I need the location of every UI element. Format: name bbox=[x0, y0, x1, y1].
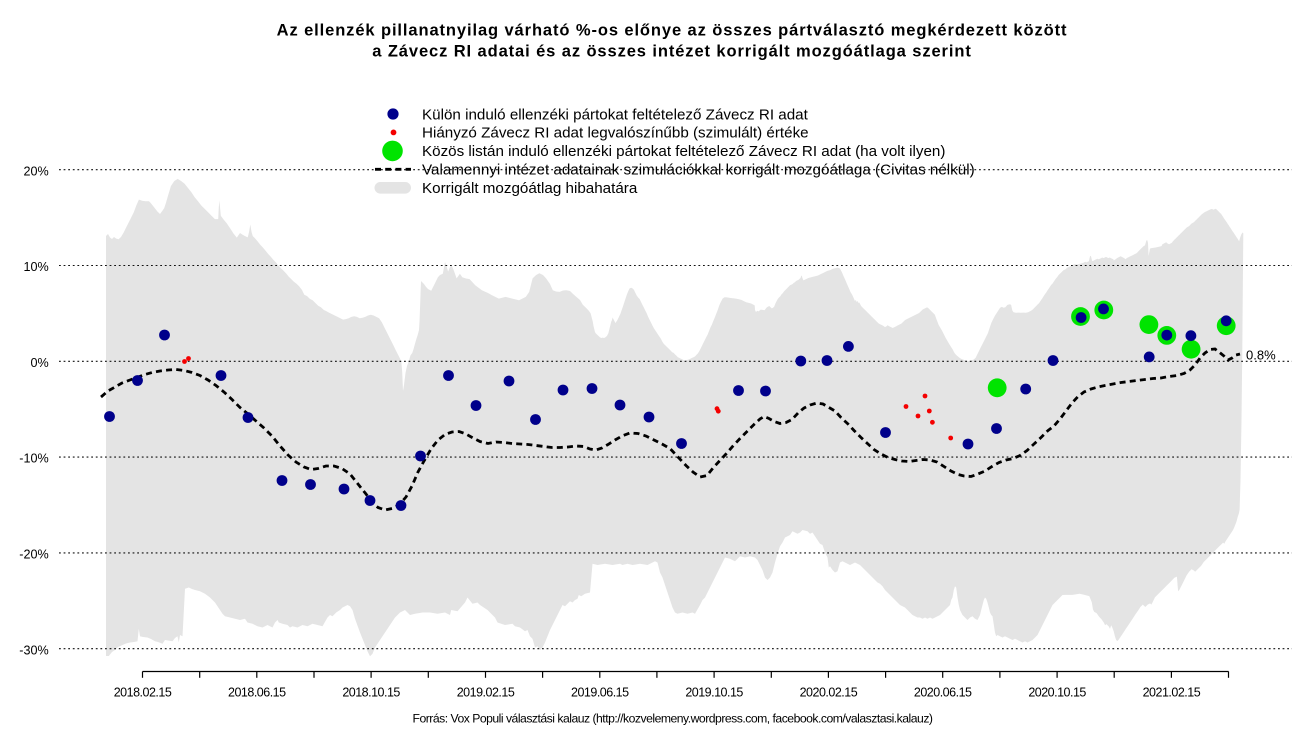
svg-text:a Závecz RI adatai és az össze: a Závecz RI adatai és az összes intézet … bbox=[372, 43, 971, 61]
svg-text:2020.10.15: 2020.10.15 bbox=[1028, 686, 1086, 700]
svg-text:-10%: -10% bbox=[19, 452, 48, 466]
svg-text:2020.02.15: 2020.02.15 bbox=[800, 686, 858, 700]
svg-text:Közös listán induló ellenzéki: Közös listán induló ellenzéki pártokat f… bbox=[422, 143, 945, 160]
svg-text:-20%: -20% bbox=[19, 548, 48, 562]
svg-text:-30%: -30% bbox=[19, 643, 48, 657]
svg-text:0.8%: 0.8% bbox=[1246, 348, 1276, 363]
svg-text:Az ellenzék pillanatnyilag vár: Az ellenzék pillanatnyilag várható %-os … bbox=[277, 22, 1068, 40]
svg-text:2018.02.15: 2018.02.15 bbox=[114, 686, 172, 700]
svg-text:Valamennyi intézet adatainak s: Valamennyi intézet adatainak szimulációk… bbox=[422, 162, 975, 179]
svg-text:2020.06.15: 2020.06.15 bbox=[914, 686, 972, 700]
svg-text:Korrigált mozgóátlag hibahatár: Korrigált mozgóátlag hibahatára bbox=[422, 180, 638, 197]
svg-text:10%: 10% bbox=[23, 260, 48, 274]
svg-text:20%: 20% bbox=[23, 164, 48, 178]
svg-text:Hiányzó Závecz RI adat legvaló: Hiányzó Závecz RI adat legvalószínűbb (s… bbox=[422, 125, 809, 142]
svg-text:Külön induló ellenzéki pártoka: Külön induló ellenzéki pártokat feltétel… bbox=[422, 106, 809, 123]
svg-text:2018.06.15: 2018.06.15 bbox=[228, 686, 286, 700]
svg-text:0%: 0% bbox=[30, 356, 48, 370]
svg-text:2019.10.15: 2019.10.15 bbox=[685, 686, 743, 700]
svg-text:2019.02.15: 2019.02.15 bbox=[457, 686, 515, 700]
svg-text:Forrás: Vox Populi választási: Forrás: Vox Populi választási kalauz (ht… bbox=[413, 712, 933, 726]
svg-text:2021.02.15: 2021.02.15 bbox=[1143, 686, 1201, 700]
svg-text:2018.10.15: 2018.10.15 bbox=[342, 686, 400, 700]
svg-text:2019.06.15: 2019.06.15 bbox=[571, 686, 629, 700]
